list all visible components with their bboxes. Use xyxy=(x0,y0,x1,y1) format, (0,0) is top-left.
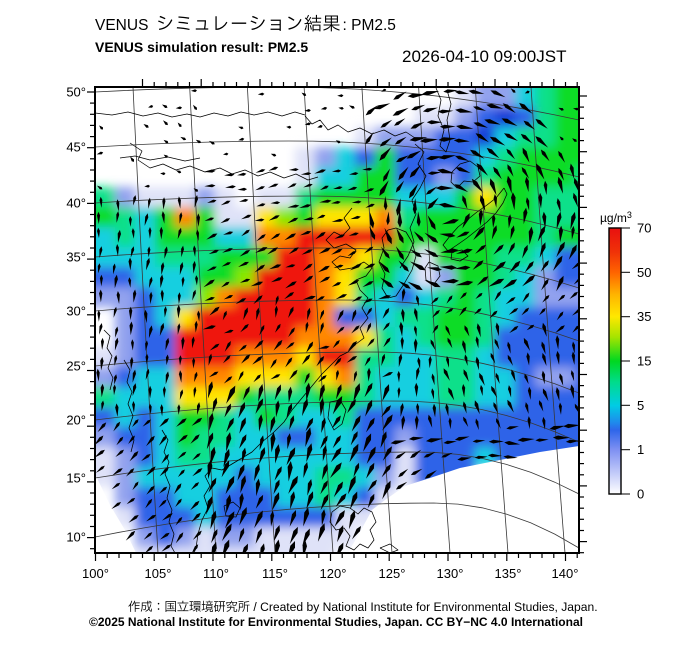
svg-text:/ Created by National Institut: / Created by National Institute for Envi… xyxy=(250,600,598,614)
svg-text:20°: 20° xyxy=(66,413,86,428)
svg-text:70: 70 xyxy=(637,221,651,236)
svg-text:©2025 National Institute for E: ©2025 National Institute for Environment… xyxy=(89,615,583,629)
svg-text:0: 0 xyxy=(637,487,644,502)
svg-text:45°: 45° xyxy=(66,140,86,155)
svg-text:35°: 35° xyxy=(66,250,86,265)
svg-text:15: 15 xyxy=(637,354,651,369)
svg-text:1: 1 xyxy=(637,442,644,457)
svg-text:105°: 105° xyxy=(145,566,172,581)
svg-text:µg/m3: µg/m3 xyxy=(600,210,632,225)
svg-text:50°: 50° xyxy=(66,85,86,100)
svg-text:140°: 140° xyxy=(552,566,579,581)
svg-text:2026-04-10 09:00JST: 2026-04-10 09:00JST xyxy=(402,47,566,66)
svg-text:VENUS simulation result: PM2.5: VENUS simulation result: PM2.5 xyxy=(95,39,308,55)
svg-text:130°: 130° xyxy=(437,566,464,581)
svg-text:125°: 125° xyxy=(379,566,406,581)
svg-text:: PM2.5: : PM2.5 xyxy=(343,17,396,34)
svg-text:35: 35 xyxy=(637,309,651,324)
svg-text:100°: 100° xyxy=(82,566,109,581)
svg-text:10°: 10° xyxy=(66,530,86,545)
svg-text:15°: 15° xyxy=(66,471,86,486)
svg-text:VENUS: VENUS xyxy=(95,17,148,34)
svg-text:135°: 135° xyxy=(495,566,522,581)
svg-text:30°: 30° xyxy=(66,304,86,319)
svg-text:115°: 115° xyxy=(262,566,288,581)
svg-text:5: 5 xyxy=(637,398,644,413)
svg-text:40°: 40° xyxy=(66,196,86,211)
svg-text:110°: 110° xyxy=(203,566,229,581)
svg-text:25°: 25° xyxy=(66,359,86,374)
svg-text:50: 50 xyxy=(637,265,651,280)
svg-text:120°: 120° xyxy=(320,566,347,581)
